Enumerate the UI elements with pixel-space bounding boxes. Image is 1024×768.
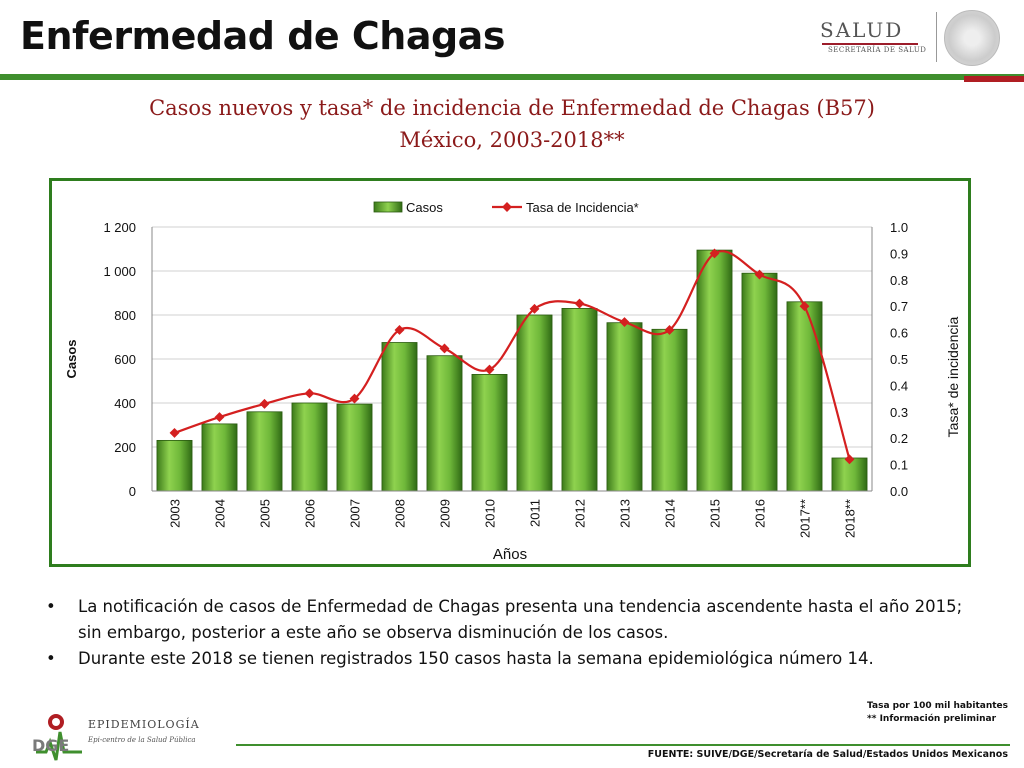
bar-casos <box>156 439 193 492</box>
y2-tick-label: 0.6 <box>890 326 908 341</box>
y2-axis-title: Tasa* de incidencia <box>945 316 961 437</box>
bar-casos <box>381 342 418 492</box>
x-tick-label: 2006 <box>303 499 318 528</box>
x-tick-label: 2003 <box>168 499 183 528</box>
point-tasa <box>529 303 540 314</box>
point-tasa <box>214 412 225 423</box>
footnote-preliminary: ** Información preliminar <box>867 714 997 724</box>
x-tick-label: 2008 <box>393 499 408 528</box>
slide-title: Enfermedad de Chagas <box>20 14 505 58</box>
bar-casos <box>561 308 598 492</box>
title-rule-accent <box>964 76 1024 82</box>
point-tasa <box>574 298 585 309</box>
x-tick-label: 2016 <box>753 499 768 528</box>
x-tick-label: 2015 <box>708 499 723 528</box>
x-tick-label: 2009 <box>438 499 453 528</box>
bar-casos <box>291 402 328 492</box>
point-tasa <box>709 248 720 259</box>
y2-tick-label: 0.3 <box>890 405 908 420</box>
y2-tick-label: 0.2 <box>890 431 908 446</box>
epidemiologia-tagline: Epi-centro de la Salud Pública <box>88 736 196 744</box>
point-tasa <box>169 427 180 438</box>
footnotes: Tasa por 100 mil habitantes ** Informaci… <box>867 700 1008 726</box>
y-tick-label: 200 <box>114 440 136 455</box>
dge-logo-text: DGE <box>32 736 70 755</box>
y-tick-label: 600 <box>114 352 136 367</box>
bar-casos <box>651 328 688 492</box>
y2-tick-label: 0.5 <box>890 352 908 367</box>
bar-casos <box>786 301 823 492</box>
epidemiologia-name: EPIDEMIOLOGÍA <box>88 718 200 731</box>
bar-casos <box>516 314 553 492</box>
footnote-rate: Tasa por 100 mil habitantes <box>867 701 1008 711</box>
y2-tick-label: 0.7 <box>890 299 908 314</box>
point-tasa <box>754 269 765 280</box>
salud-logo-subtext: SECRETARÍA DE SALUD <box>828 46 927 54</box>
y2-tick-label: 0.4 <box>890 378 908 393</box>
bar-casos <box>246 411 283 492</box>
legend-marker-tasa <box>502 202 512 212</box>
chart-title-line1: Casos nuevos y tasa* de incidencia de En… <box>149 96 875 120</box>
y2-tick-label: 0.1 <box>890 458 908 473</box>
legend-swatch-casos <box>373 201 403 213</box>
y2-tick-label: 1.0 <box>890 220 908 235</box>
point-tasa <box>439 343 450 354</box>
point-tasa <box>619 317 630 327</box>
y2-tick-label: 0.9 <box>890 246 908 261</box>
x-tick-label: 2012 <box>573 499 588 528</box>
y-tick-label: 400 <box>114 396 136 411</box>
x-tick-label: 2004 <box>213 499 228 528</box>
y2-tick-label: 0.8 <box>890 273 908 288</box>
x-tick-label: 2011 <box>528 499 543 527</box>
bullet-item: La notificación de casos de Enfermedad d… <box>46 594 976 646</box>
footer-rule <box>236 744 1010 746</box>
y-tick-label: 0 <box>129 484 136 499</box>
x-tick-label: 2010 <box>483 499 498 528</box>
salud-logo: SALUD SECRETARÍA DE SALUD <box>820 18 930 58</box>
x-tick-label: 2014 <box>663 499 678 528</box>
epidemiologia-emblem-icon <box>36 714 82 761</box>
point-tasa <box>304 388 315 399</box>
x-tick-label: 2018** <box>843 499 858 538</box>
title-rule <box>0 74 1024 80</box>
bar-casos <box>741 272 778 492</box>
point-tasa <box>259 398 270 409</box>
chart-title-line2: México, 2003-2018** <box>399 128 625 152</box>
x-tick-label: 2005 <box>258 499 273 528</box>
national-seal-icon <box>944 10 1000 66</box>
bar-casos <box>336 403 373 492</box>
point-tasa <box>844 454 855 465</box>
bar-casos <box>696 249 733 492</box>
salud-logo-rule <box>822 43 918 45</box>
logo-divider <box>936 12 937 62</box>
point-tasa <box>394 325 405 335</box>
x-axis-title: Años <box>493 546 527 563</box>
y-tick-label: 1 200 <box>103 220 136 235</box>
x-tick-label: 2007 <box>348 499 363 528</box>
salud-logo-text: SALUD <box>820 18 904 42</box>
chart: 0 200 400 600 800 1 000 1 200 0.0 0.1 0.2 0.3 0.4 0.… <box>64 200 961 563</box>
y-axis-title: Casos <box>64 339 79 378</box>
y2-tick-label: 0.0 <box>890 484 908 499</box>
bar-casos <box>471 373 508 492</box>
bullet-item: Durante este 2018 se tienen registrados … <box>46 646 976 672</box>
bar-casos <box>426 355 463 492</box>
chart-frame: 0 200 400 600 800 1 000 1 200 0.0 0.1 0.2 0.3 0.4 0.… <box>49 178 971 567</box>
legend-label-casos: Casos <box>406 200 443 215</box>
x-tick-label: 2017** <box>798 499 813 538</box>
y-tick-label: 800 <box>114 308 136 323</box>
point-tasa <box>799 301 810 312</box>
chart-title: Casos nuevos y tasa* de incidencia de En… <box>0 92 1024 156</box>
point-tasa <box>664 325 675 335</box>
bullet-list: La notificación de casos de Enfermedad d… <box>46 594 976 672</box>
x-tick-label: 2013 <box>618 499 633 528</box>
epidemiologia-logo: DGE EPIDEMIOLOGÍA Epi-centro de la Salud… <box>28 712 228 762</box>
y-tick-label: 1 000 <box>103 264 136 279</box>
legend-label-tasa: Tasa de Incidencia* <box>526 200 639 215</box>
bar-casos <box>201 423 238 492</box>
source-note: FUENTE: SUIVE/DGE/Secretaría de Salud/Es… <box>647 749 1008 760</box>
bar-casos <box>606 322 643 492</box>
